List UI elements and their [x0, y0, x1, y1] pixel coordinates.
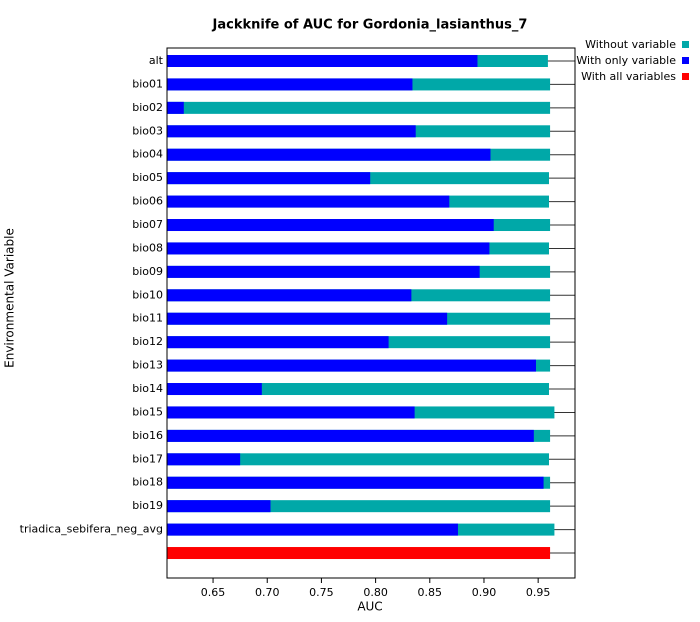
y-tick-label: bio01 — [132, 77, 163, 90]
x-tick-label: 0.80 — [363, 586, 388, 599]
bar — [167, 289, 412, 302]
bar — [167, 219, 494, 232]
bar — [167, 453, 549, 466]
x-tick-label: 0.75 — [309, 586, 334, 599]
y-tick-label: bio08 — [132, 241, 163, 254]
bar — [167, 78, 413, 91]
y-tick-label: bio09 — [132, 265, 163, 278]
legend-label: With all variables — [581, 70, 676, 83]
y-tick-label: bio02 — [132, 101, 163, 114]
legend-label: Without variable — [585, 38, 676, 51]
y-tick-label: bio06 — [132, 195, 163, 208]
bar — [167, 148, 491, 161]
bar — [167, 101, 184, 114]
bar — [167, 172, 371, 185]
bar — [167, 383, 549, 396]
chart-title: Jackknife of AUC for Gordonia_lasianthus… — [212, 18, 528, 33]
y-tick-label: bio19 — [132, 499, 163, 512]
y-tick-label: bio14 — [132, 382, 163, 395]
legend-swatch — [682, 41, 689, 48]
y-tick-label: bio15 — [132, 405, 163, 418]
y-tick-label: bio18 — [132, 476, 163, 489]
y-tick-label: bio17 — [132, 452, 163, 465]
y-tick-label: bio16 — [132, 429, 163, 442]
y-tick-label: bio03 — [132, 124, 163, 137]
y-tick-label: bio13 — [132, 359, 163, 372]
y-tick-label: bio04 — [132, 148, 163, 161]
bar — [167, 453, 241, 466]
legend-swatch — [682, 57, 689, 64]
legend-label: With only variable — [576, 54, 676, 67]
bar — [167, 242, 490, 255]
bar — [167, 265, 480, 278]
bar — [167, 336, 389, 349]
x-tick-label: 0.95 — [526, 586, 551, 599]
x-axis-label: AUC — [357, 600, 382, 614]
y-tick-label: bio05 — [132, 171, 163, 184]
x-tick-label: 0.70 — [255, 586, 280, 599]
bar — [167, 476, 544, 489]
bar — [167, 383, 262, 396]
bar — [167, 195, 450, 208]
y-axis-label: Environmental Variable — [3, 228, 17, 368]
bar — [167, 429, 534, 442]
legend-swatch — [682, 73, 689, 80]
y-tick-label: triadica_sebifera_neg_avg — [20, 523, 163, 536]
plot-border — [166, 47, 576, 579]
bar — [167, 547, 551, 560]
y-tick-label: bio11 — [132, 312, 163, 325]
x-tick-label: 0.90 — [472, 586, 497, 599]
bar — [167, 359, 536, 372]
x-tick-label: 0.85 — [418, 586, 443, 599]
y-tick-label: bio10 — [132, 288, 163, 301]
y-tick-label: alt — [149, 54, 164, 67]
x-tick-label: 0.65 — [201, 586, 226, 599]
bar — [167, 500, 271, 513]
bar — [167, 406, 415, 419]
bar — [167, 101, 551, 114]
bar — [167, 55, 478, 67]
y-tick-label: bio12 — [132, 335, 163, 348]
bar — [167, 312, 448, 325]
bar — [167, 125, 416, 138]
y-tick-label: bio07 — [132, 218, 163, 231]
bar — [167, 523, 458, 536]
